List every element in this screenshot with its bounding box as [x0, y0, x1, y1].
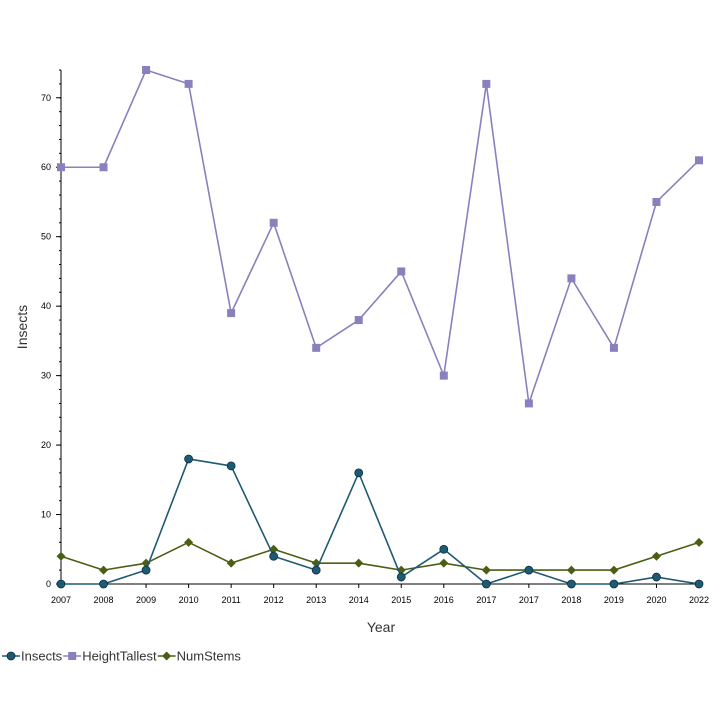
x-tick-label: 2008 — [94, 595, 114, 605]
y-tick-label: 30 — [41, 371, 51, 381]
series-insects — [56, 454, 704, 589]
insects-point — [694, 579, 704, 589]
heighttallest-point — [397, 267, 406, 276]
insects-point — [652, 572, 661, 582]
x-tick-label: 2007 — [51, 595, 71, 605]
insects-point — [439, 544, 449, 554]
heighttallest-point — [524, 399, 533, 408]
insects-point — [56, 579, 66, 589]
numstems-point — [694, 537, 704, 547]
insects-point — [354, 468, 364, 478]
insects-point — [481, 579, 491, 589]
heighttallest-point — [354, 316, 363, 325]
heighttallest-point — [567, 274, 576, 283]
heighttallest-point — [184, 79, 193, 88]
series-layer — [56, 66, 704, 589]
insects-point — [184, 454, 194, 464]
heighttallest-point — [312, 343, 321, 352]
insects-point — [567, 579, 576, 589]
legend[interactable]: Insects HeightTallest NumStems — [2, 649, 241, 664]
insects-point — [311, 565, 321, 575]
y-tick-label: 60 — [41, 162, 51, 172]
insects-point — [396, 572, 406, 582]
insects-point — [524, 565, 534, 575]
numstems-point — [609, 565, 619, 575]
insects-point — [269, 551, 279, 561]
x-tick-label: 2020 — [646, 595, 666, 605]
heighttallest-point — [227, 309, 236, 318]
legend-marker — [6, 651, 16, 661]
legend-label: HeightTallest — [82, 649, 157, 664]
y-axis-title: Insects — [14, 305, 30, 349]
x-tick-label: 2013 — [306, 595, 326, 605]
insects-line — [61, 458, 700, 585]
heighttallest-point — [99, 163, 108, 172]
numstems-line — [60, 541, 700, 571]
x-tick-label: 2018 — [561, 595, 581, 605]
heighttallest-point — [439, 371, 448, 380]
heighttallest-point — [142, 66, 151, 74]
heighttallest-point — [609, 343, 618, 352]
legend-item-insects[interactable]: Insects — [2, 649, 63, 664]
x-tick-label: 2016 — [434, 595, 454, 605]
heighttallest-point — [482, 79, 491, 88]
heighttallest-point — [57, 163, 65, 172]
x-tick-label: 2022 — [689, 595, 709, 605]
y-tick-label: 70 — [41, 93, 51, 103]
legend-item-heighttallest[interactable]: HeightTallest — [63, 649, 157, 664]
y-tick-label: 10 — [41, 510, 51, 520]
legend-label: NumStems — [177, 649, 242, 664]
numstems-point — [184, 537, 194, 547]
series-numstems — [56, 537, 704, 575]
numstems-point — [56, 551, 66, 561]
axes-layer: 0 10 20 30 40 50 60 70 2007 2008 2009 2010 2011 2012 2… — [41, 69, 709, 605]
insects-point — [141, 565, 151, 575]
y-tick-label: 40 — [41, 301, 51, 311]
x-tick-label: 2014 — [349, 595, 369, 605]
x-tick-label: 2009 — [136, 595, 156, 605]
insects-point — [99, 579, 108, 589]
numstems-point — [651, 551, 661, 561]
y-tick-label: 20 — [41, 440, 51, 450]
numstems-point — [439, 558, 449, 568]
x-tick-label: 2019 — [604, 595, 624, 605]
insects-point — [609, 579, 619, 589]
y-tick-label: 50 — [41, 232, 51, 242]
y-tick-label: 0 — [46, 579, 51, 589]
numstems-point — [354, 558, 364, 568]
heighttallest-point — [269, 218, 278, 227]
x-tick-label: 2017 — [519, 595, 539, 605]
numstems-point — [481, 565, 491, 575]
legend-label: Insects — [21, 649, 63, 664]
heighttallest-point — [695, 156, 703, 165]
legend-marker — [162, 651, 172, 661]
heighttallest-line — [61, 69, 700, 405]
legend-marker — [68, 652, 77, 660]
numstems-point — [99, 565, 109, 575]
x-tick-label: 2010 — [179, 595, 199, 605]
x-tick-label: 2015 — [391, 595, 411, 605]
x-tick-label: 2017 — [476, 595, 496, 605]
heighttallest-point — [652, 197, 661, 206]
x-tick-label: 2011 — [221, 595, 240, 605]
x-tick-label: 2012 — [264, 595, 284, 605]
legend-item-numstems[interactable]: NumStems — [157, 649, 242, 664]
series-heighttallest — [57, 66, 703, 408]
x-axis-title: Year — [367, 619, 396, 635]
numstems-point — [226, 558, 236, 568]
numstems-point — [566, 565, 576, 575]
insects-point — [226, 461, 236, 471]
